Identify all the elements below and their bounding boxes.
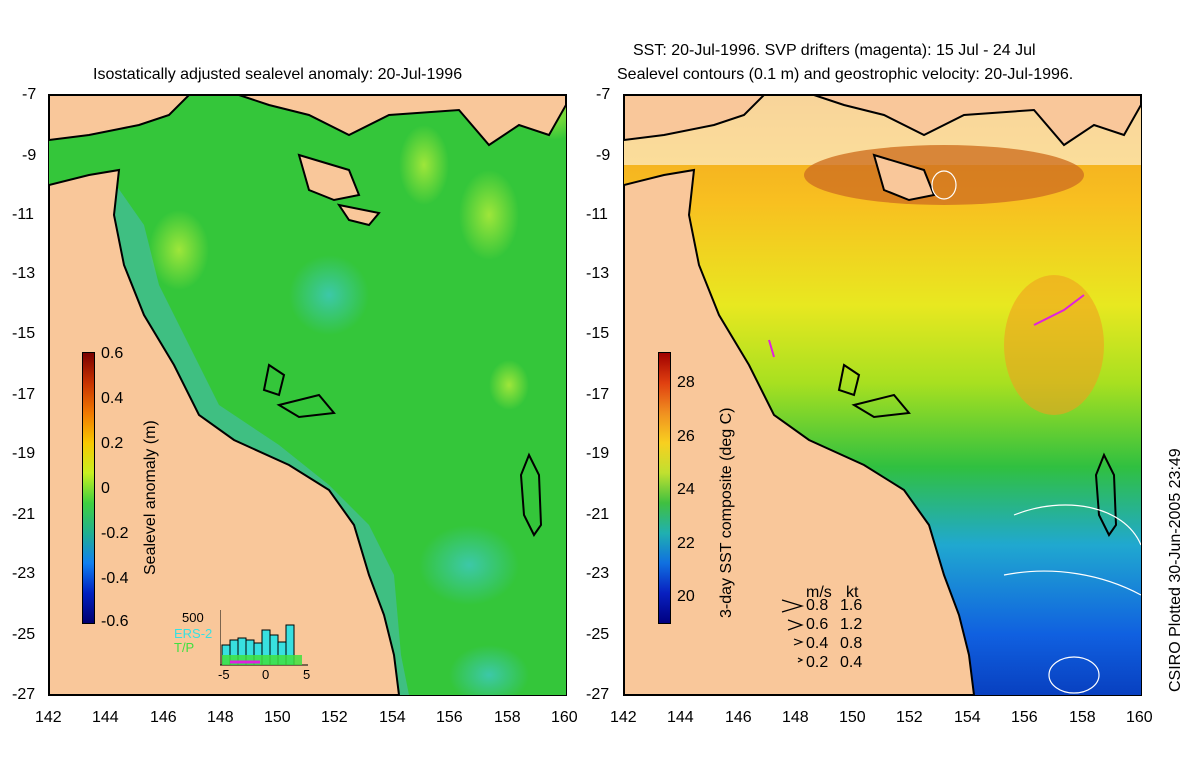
- left-cbar-tick-1: 0.4: [101, 390, 124, 407]
- left-ytick-1: -9: [22, 147, 37, 164]
- left-cbar-tick-0: 0.6: [101, 345, 124, 362]
- png-landmass: [189, 95, 566, 147]
- velocity-legend-ms-0: 0.8: [806, 597, 829, 614]
- left-colorbar: [82, 352, 95, 624]
- left-xtick-3: 148: [207, 709, 234, 726]
- histogram-tp-label: T/P: [174, 640, 195, 655]
- right-ytick-4: -15: [586, 325, 610, 342]
- left-xtick-8: 158: [494, 709, 521, 726]
- velocity-legend-kt-0: 1.6: [840, 597, 863, 614]
- left-ytick-4: -15: [12, 325, 36, 342]
- left-ytick-7: -21: [12, 506, 36, 523]
- left-cbar-tick-3: 0: [101, 480, 110, 497]
- australia-landmass: [624, 168, 976, 695]
- right-xtick-9: 160: [1126, 709, 1153, 726]
- velocity-legend-ms-3: 0.2: [806, 654, 829, 671]
- left-xtick-2: 146: [150, 709, 177, 726]
- left-panel-title: Isostatically adjusted sealevel anomaly:…: [93, 66, 463, 83]
- left-cbar-tick-4: -0.2: [101, 525, 129, 542]
- left-ytick-2: -11: [12, 206, 34, 223]
- left-xtick-4: 150: [264, 709, 291, 726]
- left-ytick-3: -13: [12, 265, 36, 282]
- left-ytick-9: -25: [12, 626, 36, 643]
- left-ytick-8: -23: [12, 565, 36, 582]
- histogram-ers2-label: ERS-2: [174, 626, 213, 641]
- sealevel-anomaly-map: [48, 94, 567, 696]
- right-xtick-1: 144: [667, 709, 694, 726]
- left-cbar-tick-2: 0.2: [101, 435, 124, 452]
- left-ytick-5: -17: [12, 386, 36, 403]
- left-cbar-label: Sealevel anomaly (m): [142, 420, 159, 575]
- right-cbar-label: 3-day SST composite (deg C): [718, 407, 735, 618]
- australia-landmass: [49, 168, 401, 695]
- velocity-legend-header-ms: m/s: [806, 584, 832, 601]
- right-ytick-1: -9: [596, 147, 611, 164]
- left-ytick-10: -27: [12, 686, 36, 703]
- left-ytick-0: -7: [22, 86, 37, 103]
- left-xtick-9: 160: [551, 709, 578, 726]
- right-ytick-0: -7: [596, 86, 611, 103]
- velocity-legend-kt-1: 1.2: [840, 616, 863, 633]
- velocity-legend-kt-2: 0.8: [840, 635, 863, 652]
- right-xtick-8: 158: [1069, 709, 1096, 726]
- histogram-xtick-1: 0: [262, 667, 270, 682]
- velocity-legend-ms-1: 0.6: [806, 616, 829, 633]
- right-xtick-6: 154: [954, 709, 981, 726]
- right-xtick-3: 148: [782, 709, 809, 726]
- right-xtick-7: 156: [1011, 709, 1038, 726]
- right-cbar-tick-1: 26: [677, 428, 695, 445]
- left-cbar-tick-5: -0.4: [101, 570, 129, 587]
- left-xtick-6: 154: [379, 709, 406, 726]
- left-ytick-6: -19: [12, 445, 36, 462]
- csiro-credit: CSIRO Plotted 30-Jun-2005 23:49: [1167, 448, 1184, 692]
- right-ytick-10: -27: [586, 686, 610, 703]
- right-cbar-tick-4: 20: [677, 588, 695, 605]
- left-xtick-7: 156: [436, 709, 463, 726]
- left-xtick-1: 144: [92, 709, 119, 726]
- png-landmass: [764, 95, 1141, 147]
- left-xtick-0: 142: [35, 709, 62, 726]
- right-cbar-tick-2: 24: [677, 481, 695, 498]
- right-xtick-5: 152: [896, 709, 923, 726]
- velocity-legend-header-kt: kt: [846, 584, 859, 601]
- velocity-legend-kt-3: 0.4: [840, 654, 863, 671]
- histogram-xtick-2: 5: [303, 667, 311, 682]
- sst-map: [623, 94, 1142, 696]
- right-colorbar: [658, 352, 671, 624]
- right-xtick-0: 142: [610, 709, 637, 726]
- velocity-legend-ms-2: 0.4: [806, 635, 829, 652]
- right-xtick-4: 150: [839, 709, 866, 726]
- right-cbar-tick-0: 28: [677, 374, 695, 391]
- right-ytick-9: -25: [586, 626, 610, 643]
- right-ytick-2: -11: [586, 206, 608, 223]
- right-cbar-tick-3: 22: [677, 535, 695, 552]
- left-cbar-tick-6: -0.6: [101, 613, 129, 630]
- right-ytick-6: -19: [586, 445, 610, 462]
- right-panel-title-line2: Sealevel contours (0.1 m) and geostrophi…: [617, 66, 1074, 83]
- right-ytick-7: -21: [586, 506, 610, 523]
- right-xtick-2: 146: [725, 709, 752, 726]
- histogram-ymax: 500: [182, 610, 204, 625]
- velocity-legend-arrows: [780, 598, 806, 668]
- histogram-xtick-0: -5: [218, 667, 230, 682]
- left-xtick-5: 152: [321, 709, 348, 726]
- right-ytick-8: -23: [586, 565, 610, 582]
- right-ytick-5: -17: [586, 386, 610, 403]
- histogram-inset: [220, 610, 308, 666]
- right-panel-title-line1: SST: 20-Jul-1996. SVP drifters (magenta)…: [633, 42, 1036, 59]
- right-ytick-3: -13: [586, 265, 610, 282]
